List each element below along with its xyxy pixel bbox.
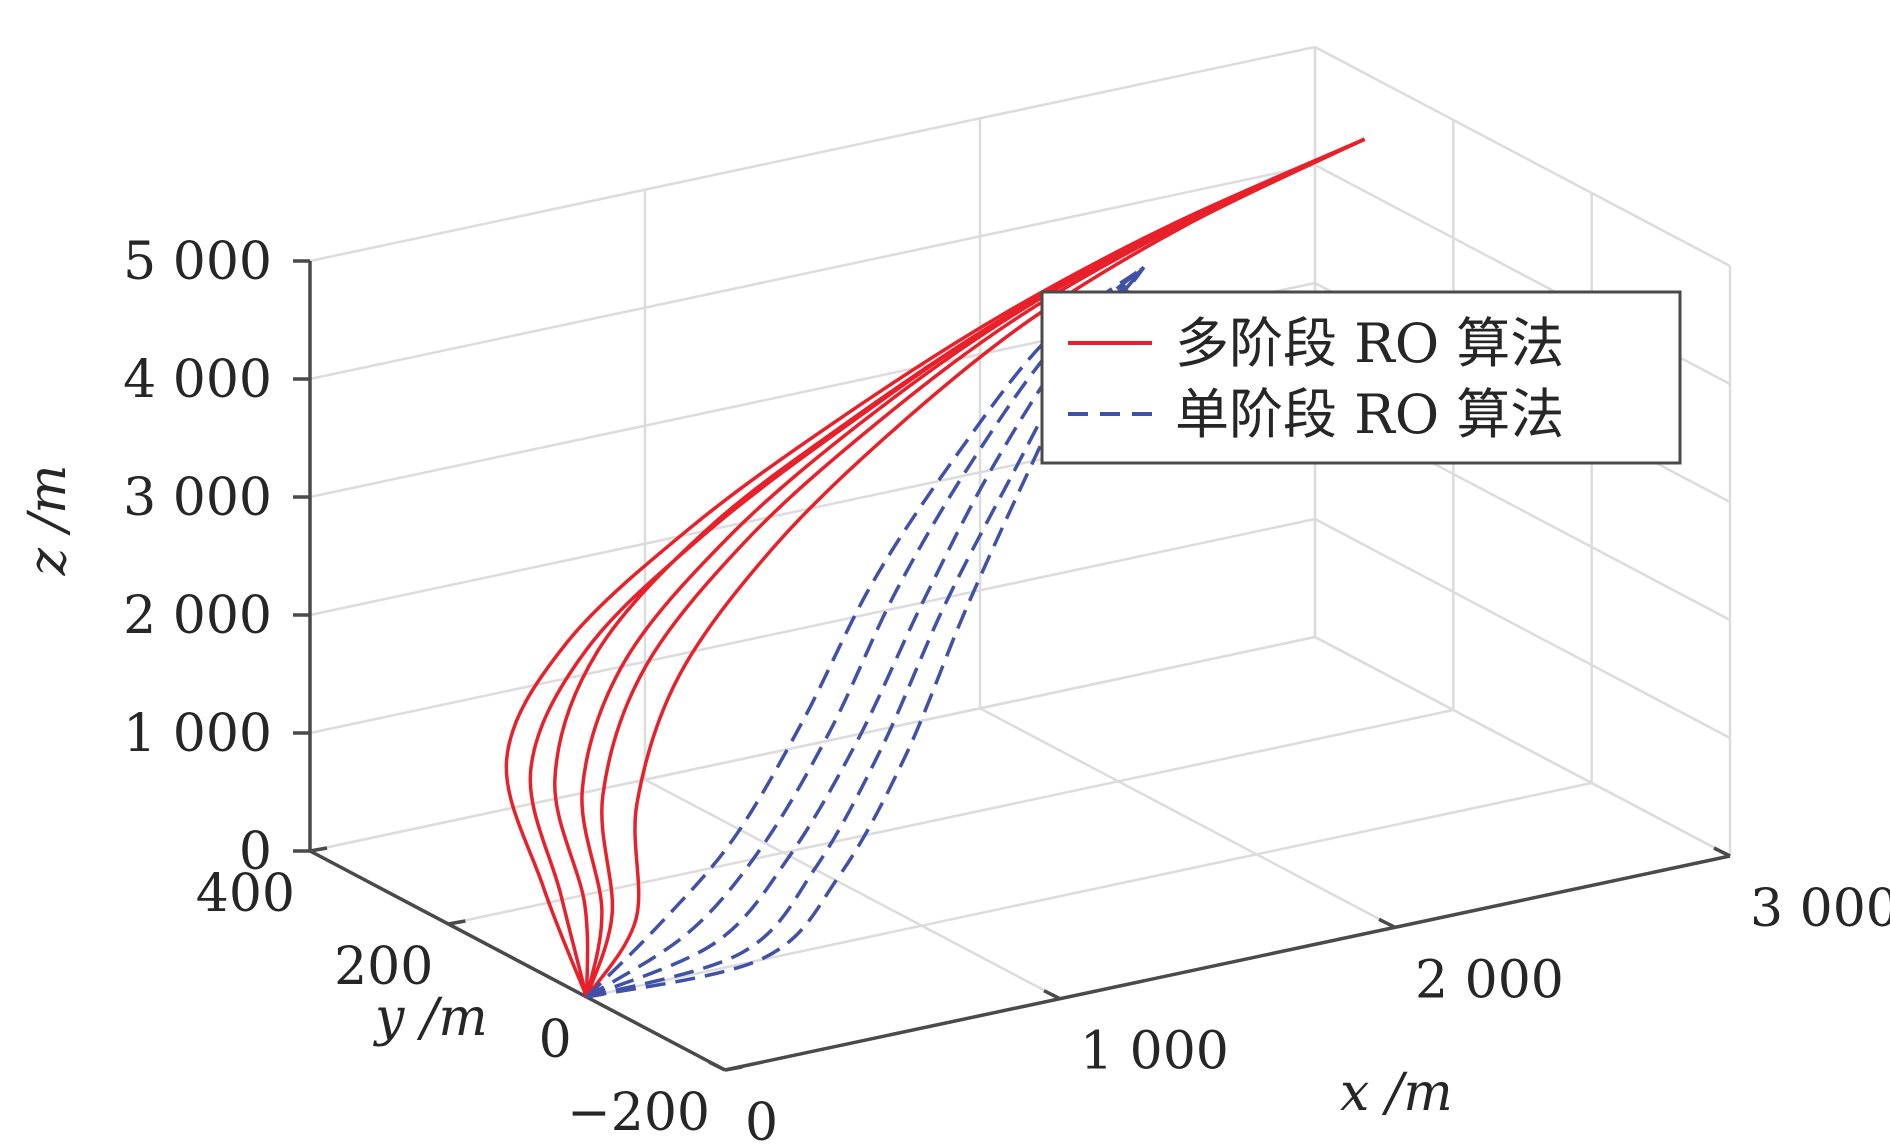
grid-layer bbox=[308, 45, 1732, 1072]
x-tick-label: 0 bbox=[745, 1093, 778, 1145]
grid-line bbox=[979, 707, 1396, 929]
z-tick-label: 5 000 bbox=[123, 232, 272, 292]
legend-box bbox=[1040, 290, 1682, 465]
x-tick-mark bbox=[1378, 917, 1396, 929]
series-line-multi-stage bbox=[580, 137, 1366, 998]
y-tick-label: 200 bbox=[334, 937, 433, 997]
x-tick-mark bbox=[1713, 846, 1731, 858]
series-line-single-stage bbox=[585, 265, 1145, 999]
x-tick-mark bbox=[708, 1060, 726, 1072]
x-axis-line bbox=[724, 854, 1731, 1072]
series-line-multi-stage bbox=[585, 137, 1366, 998]
z-tick-label: 4 000 bbox=[123, 350, 272, 410]
z-tick-label: 3 000 bbox=[123, 468, 272, 528]
y-tick-mark bbox=[448, 919, 466, 926]
axis-layer bbox=[293, 259, 1731, 1072]
series-line-multi-stage bbox=[584, 137, 1366, 998]
grid-line bbox=[309, 635, 1316, 853]
y-tick-label: −200 bbox=[567, 1083, 710, 1143]
y-tick-label: 0 bbox=[539, 1010, 572, 1070]
y-tick-mark bbox=[309, 846, 328, 853]
z-tick-label: 2 000 bbox=[123, 586, 272, 646]
z-tick-label: 0 bbox=[239, 822, 272, 882]
y-tick-label: 400 bbox=[196, 864, 295, 924]
y-axis-line bbox=[309, 849, 726, 1072]
grid-line bbox=[309, 163, 1316, 381]
series-line-single-stage bbox=[586, 266, 1146, 999]
series-layer bbox=[504, 137, 1366, 999]
series-line-multi-stage bbox=[528, 137, 1366, 998]
x-tick-mark bbox=[1043, 989, 1061, 1001]
y-axis-label: y /m bbox=[373, 988, 488, 1048]
grid-line bbox=[309, 517, 1316, 735]
grid-line bbox=[1314, 45, 1731, 268]
series-line-multi-stage bbox=[504, 137, 1366, 998]
grid-line bbox=[448, 708, 1454, 926]
z-tick-label: 1 000 bbox=[123, 704, 272, 764]
x-tick-label: 3 000 bbox=[1750, 879, 1890, 939]
x-tick-label: 2 000 bbox=[1415, 950, 1564, 1010]
grid-line bbox=[644, 778, 1061, 1000]
grid-line bbox=[309, 45, 1316, 263]
grid-line bbox=[1314, 517, 1731, 740]
legend-label-multi: 多阶段 RO 算法 bbox=[1175, 312, 1564, 375]
legend: 多阶段 RO 算法 单阶段 RO 算法 bbox=[1040, 290, 1682, 465]
z-axis-label: z /m bbox=[18, 465, 78, 577]
legend-label-single: 单阶段 RO 算法 bbox=[1175, 383, 1564, 446]
y-tick-mark bbox=[724, 1065, 743, 1072]
series-line-multi-stage bbox=[553, 137, 1366, 998]
grid-line bbox=[1314, 635, 1731, 858]
x-axis-label: x /m bbox=[1340, 1063, 1453, 1123]
x-tick-label: 1 000 bbox=[1080, 1022, 1229, 1082]
grid-line bbox=[586, 781, 1592, 999]
